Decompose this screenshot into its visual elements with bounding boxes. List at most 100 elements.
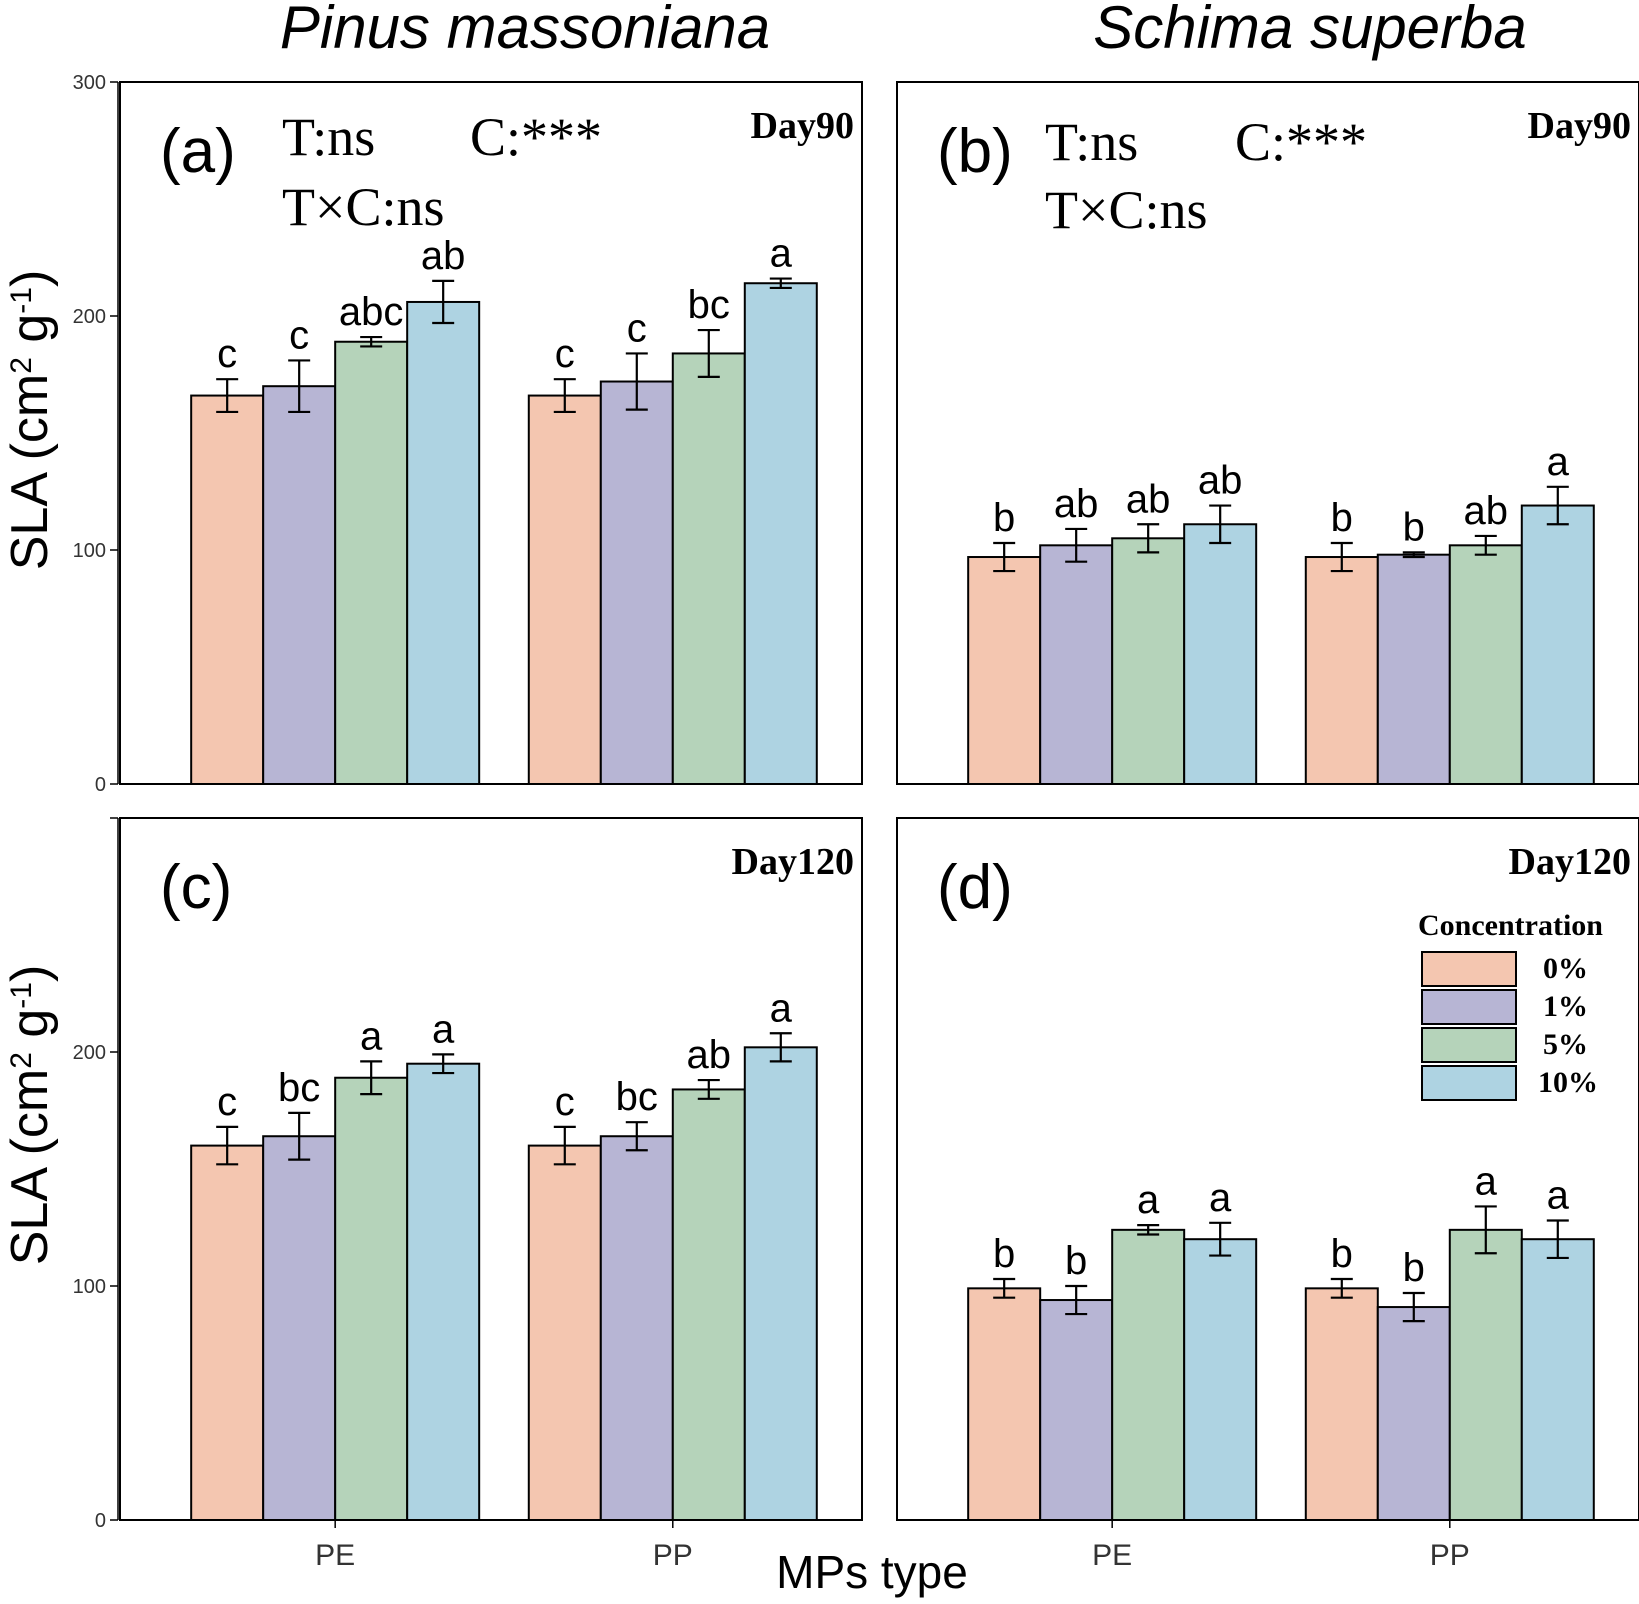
legend-swatch-3 <box>1421 1065 1517 1101</box>
significance-letter: c <box>555 1080 575 1124</box>
stat-txc-b: T×C:ns <box>1045 180 1207 240</box>
bar-PE-1% <box>1039 544 1114 785</box>
significance-letter: c <box>289 313 309 357</box>
bar-PP-0% <box>1304 1287 1379 1521</box>
significance-letter: ab <box>1198 459 1243 503</box>
significance-letter: a <box>360 1014 383 1058</box>
significance-letter: abc <box>339 290 404 334</box>
significance-letter: c <box>627 306 647 350</box>
bar-PP-0% <box>527 1144 602 1521</box>
significance-letter: b <box>993 1232 1015 1276</box>
y-axis-title-bottom: SLA (cm2 g-1) <box>1 965 59 1266</box>
y-axis-title-top: SLA (cm2 g-1) <box>1 270 59 571</box>
significance-letter: ab <box>421 234 466 278</box>
bar-PP-1% <box>1376 553 1451 785</box>
legend-label-3: 10% <box>1538 1066 1598 1099</box>
x-tick-label: PE <box>1092 1539 1132 1572</box>
significance-letter: ab <box>687 1033 732 1077</box>
bar-PP-1% <box>599 380 674 785</box>
bar-PE-5% <box>334 1076 409 1521</box>
bar-PP-10% <box>1520 504 1595 785</box>
legend-swatch-0 <box>1421 951 1517 987</box>
bar-PE-1% <box>262 1135 337 1521</box>
panel-d: b b a a PE b b a a PP (d) Day120 <box>896 817 1639 1572</box>
panel-frame <box>119 817 863 1521</box>
significance-letter: a <box>1209 1176 1232 1220</box>
x-tick-label: PP <box>1430 1539 1470 1572</box>
species-title-right: Schima superba <box>1093 0 1527 61</box>
significance-letter: c <box>217 1080 237 1124</box>
significance-letter: a <box>1547 440 1570 484</box>
bar-PP-5% <box>671 352 746 785</box>
legend-label-1: 1% <box>1543 990 1588 1023</box>
panel-frame <box>896 81 1639 785</box>
significance-letter: a <box>770 232 793 276</box>
bar-PP-10% <box>743 1046 818 1521</box>
y-tick-label: 200 <box>73 306 106 328</box>
bar-PP-1% <box>1376 1306 1451 1522</box>
bar-PE-0% <box>967 1287 1042 1521</box>
legend-swatch-2 <box>1421 1027 1517 1063</box>
legend-label-2: 5% <box>1543 1028 1588 1061</box>
significance-letter: ab <box>1054 482 1099 526</box>
stat-c-b: C:*** <box>1235 112 1367 172</box>
bar-PE-0% <box>190 394 265 785</box>
legend-label-0: 0% <box>1543 952 1588 985</box>
bar-PP-5% <box>1448 1228 1523 1521</box>
legend-title: Concentration <box>1418 909 1603 942</box>
y-tick-label: 0 <box>95 1510 106 1532</box>
significance-letter: ab <box>1126 477 1171 521</box>
y-tick-label: 300 <box>73 72 106 94</box>
panel-b: b ab ab abb b aba(b) Day90 <box>896 81 1639 786</box>
bar-PE-0% <box>190 1144 265 1521</box>
bar-PE-10% <box>406 1062 481 1521</box>
significance-letter: a <box>1547 1173 1570 1217</box>
bar-PE-10% <box>1183 523 1258 785</box>
bar-PP-0% <box>1304 556 1379 786</box>
significance-letter: b <box>993 496 1015 540</box>
day-label: Day90 <box>751 105 854 147</box>
bar-PP-5% <box>1448 544 1523 785</box>
panel-frame <box>896 817 1639 1521</box>
bar-PE-10% <box>406 300 481 785</box>
bar-PP-10% <box>743 282 818 785</box>
day-label: Day90 <box>1528 105 1631 147</box>
y-tick-label: 0 <box>95 774 106 796</box>
y-tick-label: 100 <box>73 1276 106 1298</box>
significance-letter: b <box>1403 1246 1425 1290</box>
bar-PE-5% <box>1111 1228 1186 1521</box>
panel-label: (d) <box>937 853 1013 922</box>
species-title-left: Pinus massoniana <box>280 0 770 61</box>
significance-letter: c <box>555 332 575 376</box>
significance-letter: b <box>1403 505 1425 549</box>
significance-letter: bc <box>278 1066 320 1110</box>
bar-PE-5% <box>1111 537 1186 785</box>
significance-letter: bc <box>616 1075 658 1119</box>
stat-t-b: T:ns <box>1045 112 1138 172</box>
legend-swatch-1 <box>1421 989 1517 1025</box>
stat-c-a: C:*** <box>470 107 602 167</box>
significance-letter: a <box>770 986 793 1030</box>
significance-letter: b <box>1065 1239 1087 1283</box>
stat-txc-a: T×C:ns <box>282 177 444 237</box>
significance-letter: b <box>1331 1232 1353 1276</box>
x-tick-label: PP <box>653 1539 693 1572</box>
panel-label: (a) <box>160 117 236 186</box>
panel-frame <box>119 81 863 785</box>
significance-letter: a <box>1475 1159 1498 1203</box>
bar-PP-5% <box>671 1088 746 1521</box>
day-label: Day120 <box>732 841 854 883</box>
significance-letter: b <box>1331 496 1353 540</box>
panel-label: (b) <box>937 117 1013 186</box>
bar-PP-1% <box>599 1135 674 1521</box>
bar-PE-1% <box>262 385 337 785</box>
bar-PE-10% <box>1183 1238 1258 1521</box>
significance-letter: a <box>432 1007 455 1051</box>
bar-PP-10% <box>1520 1238 1595 1521</box>
bar-PE-5% <box>334 340 409 785</box>
significance-letter: ab <box>1464 489 1509 533</box>
y-tick-label: 100 <box>73 540 106 562</box>
significance-letter: c <box>217 332 237 376</box>
bar-PP-0% <box>527 394 602 785</box>
